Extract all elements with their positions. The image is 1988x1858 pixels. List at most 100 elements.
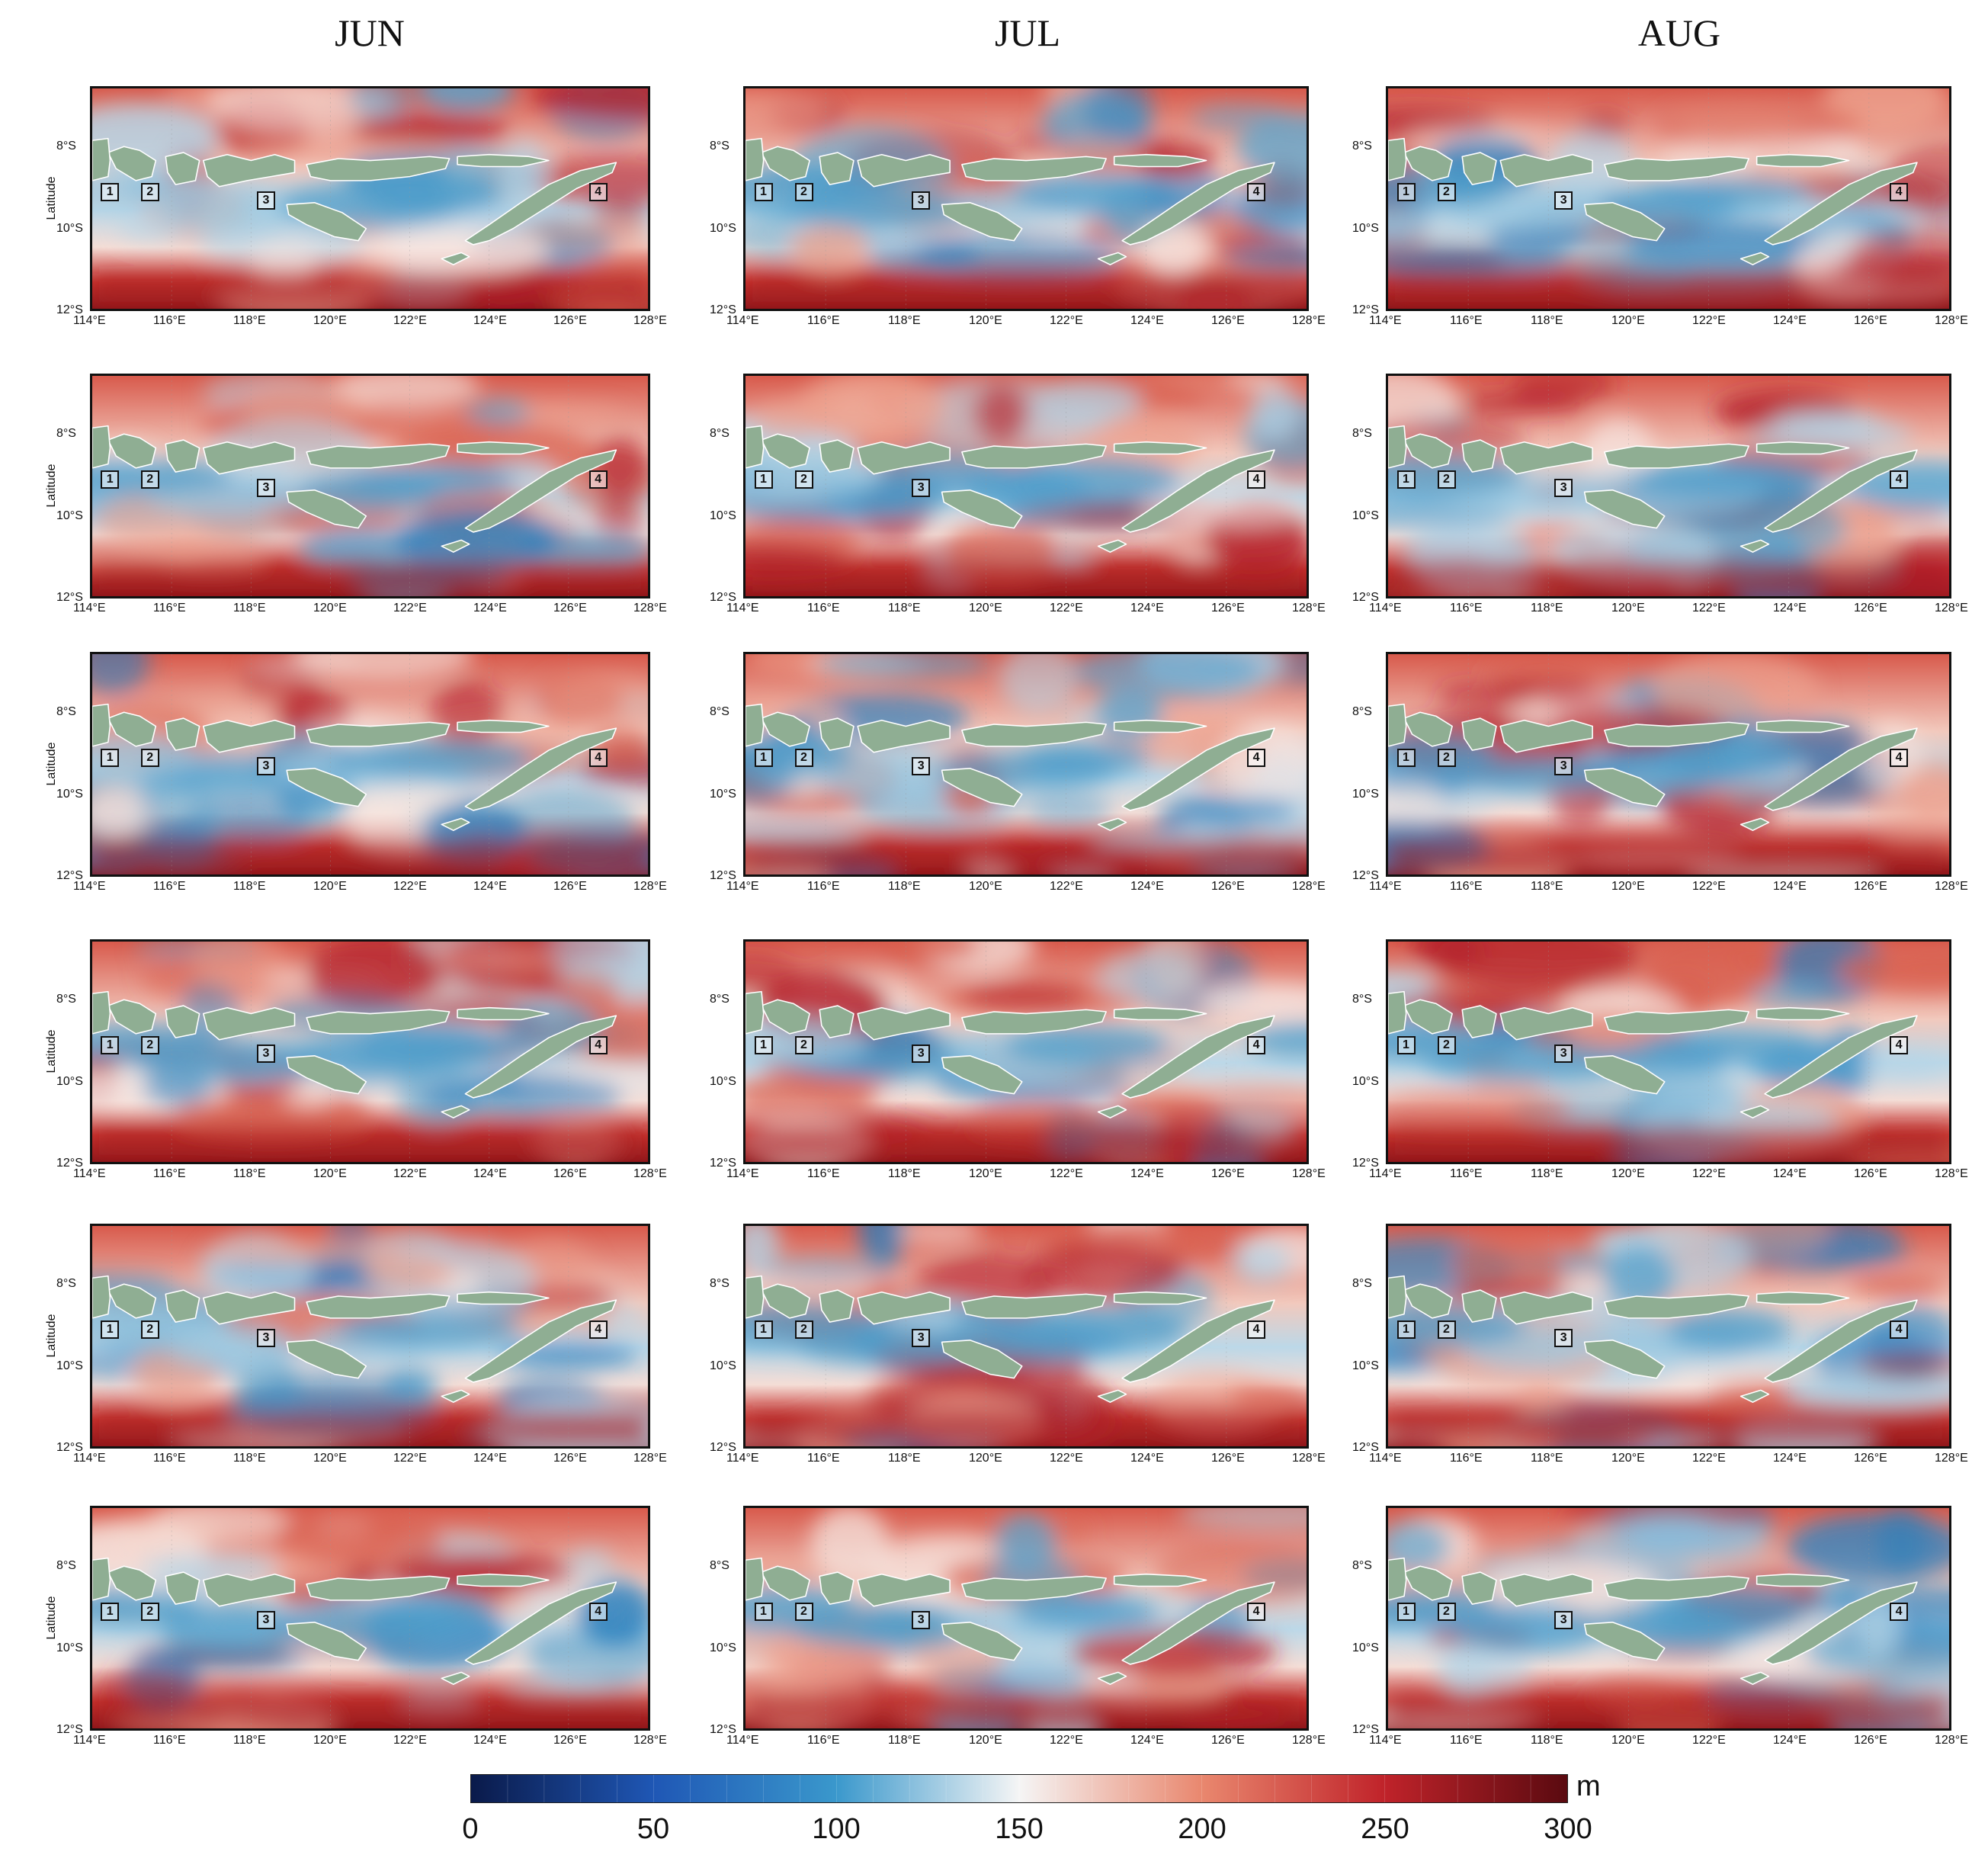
lon-tick: 124°E bbox=[473, 314, 507, 327]
lat-tick: 10°S bbox=[56, 1641, 83, 1654]
lon-tick: 122°E bbox=[1050, 880, 1083, 893]
map-frame bbox=[90, 939, 650, 1164]
lon-tick: 128°E bbox=[1935, 1167, 1968, 1180]
lon-tick: 116°E bbox=[1450, 880, 1483, 893]
location-marker-3: 3 bbox=[1554, 1611, 1573, 1630]
location-marker-3: 3 bbox=[1554, 479, 1573, 498]
lon-tick: 114°E bbox=[73, 880, 106, 893]
lon-tick: 118°E bbox=[1531, 602, 1563, 615]
lon-tick: 118°E bbox=[1531, 1452, 1563, 1465]
lat-tick: 10°S bbox=[710, 221, 736, 235]
location-marker-1: 1 bbox=[1396, 749, 1416, 768]
colorbar-tick-label: 200 bbox=[1178, 1813, 1226, 1845]
lon-tick: 114°E bbox=[1369, 602, 1402, 615]
lon-tick: 116°E bbox=[807, 602, 840, 615]
lon-tick: 120°E bbox=[1611, 1167, 1645, 1180]
location-marker-1: 1 bbox=[101, 183, 120, 202]
lat-tick: 8°S bbox=[710, 140, 729, 153]
colorbar-tick-label: 250 bbox=[1361, 1813, 1409, 1845]
lat-tick: 8°S bbox=[710, 427, 729, 441]
location-marker-3: 3 bbox=[257, 1329, 275, 1348]
lat-tick: 10°S bbox=[56, 509, 83, 522]
lat-tick: 8°S bbox=[710, 993, 729, 1006]
location-marker-4: 4 bbox=[1247, 470, 1266, 489]
lon-tick: 126°E bbox=[553, 1734, 587, 1747]
lon-tick: 126°E bbox=[553, 314, 587, 327]
lon-tick: 114°E bbox=[726, 314, 759, 327]
location-marker-2: 2 bbox=[1437, 183, 1456, 202]
location-marker-1: 1 bbox=[754, 749, 773, 768]
lon-tick: 124°E bbox=[1130, 314, 1164, 327]
lon-tick: 118°E bbox=[233, 1452, 266, 1465]
lon-tick: 118°E bbox=[233, 314, 266, 327]
lon-tick: 128°E bbox=[1935, 1734, 1968, 1747]
lon-tick: 118°E bbox=[888, 1167, 921, 1180]
location-marker-1: 1 bbox=[1396, 1036, 1416, 1055]
colorbar-tick-label: 150 bbox=[995, 1813, 1044, 1845]
lat-tick: 10°S bbox=[56, 1074, 83, 1088]
lon-tick: 118°E bbox=[1531, 1734, 1563, 1747]
lat-tick: 8°S bbox=[1352, 1559, 1372, 1573]
lon-tick: 120°E bbox=[1611, 602, 1645, 615]
lon-tick: 124°E bbox=[473, 1452, 507, 1465]
lon-tick: 114°E bbox=[726, 1167, 759, 1180]
lon-tick: 120°E bbox=[1611, 314, 1645, 327]
lon-tick: 124°E bbox=[1130, 1734, 1164, 1747]
lon-tick: 122°E bbox=[1050, 314, 1083, 327]
lon-tick: 122°E bbox=[1692, 602, 1726, 615]
lon-tick: 120°E bbox=[969, 880, 1002, 893]
map-frame bbox=[1386, 1506, 1951, 1731]
lon-tick: 118°E bbox=[1531, 314, 1563, 327]
lon-tick: 118°E bbox=[1531, 1167, 1563, 1180]
map-frame bbox=[743, 1224, 1309, 1449]
location-marker-1: 1 bbox=[101, 749, 120, 768]
lon-tick: 116°E bbox=[153, 314, 186, 327]
lon-tick: 114°E bbox=[1369, 1734, 1402, 1747]
lon-tick: 122°E bbox=[1692, 1167, 1726, 1180]
location-marker-4: 4 bbox=[1247, 1036, 1266, 1055]
map-frame bbox=[743, 374, 1309, 598]
lat-tick: 12°S bbox=[56, 869, 83, 882]
lat-tick: 12°S bbox=[1352, 303, 1379, 316]
lon-tick: 120°E bbox=[313, 314, 347, 327]
lon-tick: 122°E bbox=[393, 602, 427, 615]
lon-tick: 120°E bbox=[313, 602, 347, 615]
lat-tick: 8°S bbox=[1352, 993, 1372, 1006]
map-frame bbox=[90, 86, 650, 311]
lat-tick: 8°S bbox=[1352, 140, 1372, 153]
location-marker-4: 4 bbox=[1890, 183, 1909, 202]
location-marker-2: 2 bbox=[794, 470, 813, 489]
lon-tick: 124°E bbox=[1773, 1734, 1807, 1747]
lon-tick: 126°E bbox=[1211, 880, 1245, 893]
lon-tick: 126°E bbox=[1854, 880, 1887, 893]
lon-tick: 116°E bbox=[1450, 1734, 1483, 1747]
lat-tick: 12°S bbox=[1352, 1441, 1379, 1454]
lon-tick: 124°E bbox=[1773, 880, 1807, 893]
location-marker-1: 1 bbox=[754, 1320, 773, 1340]
lon-tick: 126°E bbox=[1211, 602, 1245, 615]
location-marker-2: 2 bbox=[1437, 1036, 1456, 1055]
location-marker-2: 2 bbox=[794, 749, 813, 768]
lon-tick: 120°E bbox=[969, 314, 1002, 327]
lon-tick: 124°E bbox=[473, 880, 507, 893]
lon-tick: 114°E bbox=[726, 880, 759, 893]
location-marker-4: 4 bbox=[1890, 470, 1909, 489]
lat-tick: 8°S bbox=[710, 1559, 729, 1573]
lon-tick: 128°E bbox=[1292, 1167, 1326, 1180]
lon-tick: 116°E bbox=[807, 880, 840, 893]
lon-tick: 124°E bbox=[1773, 314, 1807, 327]
lat-tick: 10°S bbox=[1352, 509, 1379, 522]
lon-tick: 126°E bbox=[1211, 1167, 1245, 1180]
lon-tick: 126°E bbox=[1211, 314, 1245, 327]
lon-tick: 114°E bbox=[1369, 880, 1402, 893]
lat-tick: 10°S bbox=[710, 1074, 736, 1088]
lat-tick: 8°S bbox=[1352, 705, 1372, 719]
lon-tick: 120°E bbox=[1611, 1734, 1645, 1747]
lon-tick: 120°E bbox=[969, 1167, 1002, 1180]
location-marker-1: 1 bbox=[101, 1036, 120, 1055]
lon-tick: 126°E bbox=[553, 880, 587, 893]
location-marker-2: 2 bbox=[794, 183, 813, 202]
lon-tick: 114°E bbox=[1369, 314, 1402, 327]
map-frame bbox=[90, 652, 650, 877]
lat-tick: 12°S bbox=[1352, 1157, 1379, 1170]
